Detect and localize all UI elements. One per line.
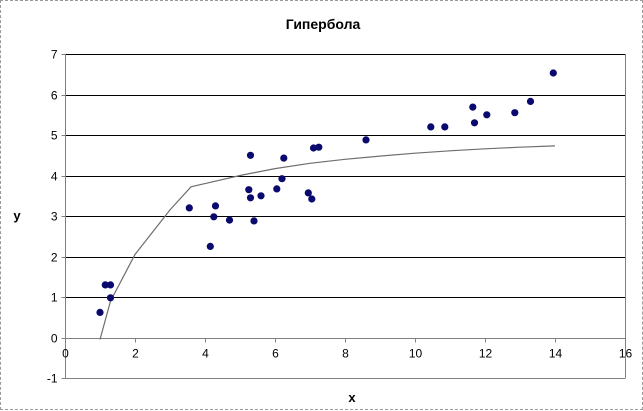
data-point: [210, 213, 218, 221]
x-tick-label: 0: [62, 347, 69, 361]
data-point: [185, 204, 193, 212]
y-tick-label: -1: [47, 372, 58, 386]
data-point: [96, 308, 104, 316]
data-point: [101, 281, 109, 289]
y-tick-label: 2: [51, 251, 58, 265]
y-tick-label: 5: [51, 129, 58, 143]
data-point: [470, 119, 479, 127]
data-point: [483, 111, 491, 119]
data-point: [225, 216, 234, 224]
data-point: [427, 123, 435, 131]
data-point: [257, 192, 265, 200]
data-point: [526, 97, 535, 105]
x-tick-label: 4: [202, 347, 209, 361]
data-point: [441, 123, 449, 131]
data-point: [273, 185, 281, 193]
y-tick-label: 1: [51, 291, 58, 305]
data-point: [250, 217, 258, 225]
data-point: [246, 194, 255, 202]
data-point: [245, 186, 253, 194]
data-point: [315, 143, 323, 151]
y-tick-label: 3: [51, 210, 58, 224]
y-axis-label: y: [13, 208, 21, 223]
x-tick-label: 16: [619, 347, 633, 361]
x-tick-label: 14: [549, 347, 563, 361]
data-point: [211, 202, 220, 210]
x-tick-label: 12: [479, 347, 493, 361]
data-point: [309, 144, 318, 152]
y-tick-label: 4: [51, 170, 58, 184]
data-point: [278, 175, 286, 183]
data-point: [308, 195, 316, 203]
y-tick-label: 0: [51, 332, 58, 346]
data-point: [362, 136, 370, 144]
data-point: [246, 151, 255, 159]
data-point: [469, 103, 477, 111]
x-tick-label: 2: [132, 347, 139, 361]
fit-curve: [99, 145, 556, 340]
x-tick-label: 8: [342, 347, 349, 361]
x-tick-label: 10: [409, 347, 423, 361]
data-point: [106, 294, 115, 302]
data-point: [304, 189, 312, 197]
data-point: [206, 242, 214, 250]
x-axis-label: x: [348, 390, 356, 405]
data-point: [549, 69, 557, 77]
x-tick-label: 6: [272, 347, 279, 361]
y-tick-label: 7: [51, 48, 58, 62]
data-point: [511, 109, 519, 117]
data-point: [106, 281, 115, 289]
data-point: [280, 154, 288, 162]
chart-title: Гипербола: [286, 16, 361, 32]
y-tick-label: 6: [51, 89, 58, 103]
